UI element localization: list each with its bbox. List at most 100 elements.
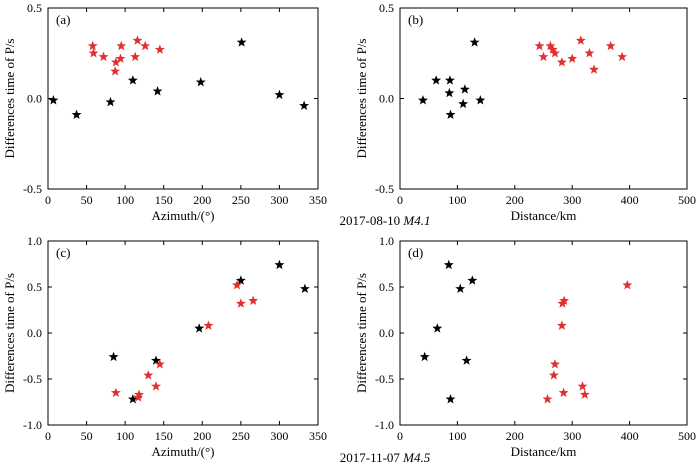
star-marker-red	[550, 359, 560, 369]
star-marker-red	[248, 295, 259, 306]
star-marker-red	[577, 381, 588, 391]
star-marker-black	[152, 86, 163, 96]
x-tick-label: 350	[309, 193, 327, 207]
panel-label: (c)	[56, 245, 70, 260]
x-axis-title: Distance/km	[511, 208, 577, 223]
star-marker-red	[151, 381, 161, 391]
x-tick-label: 50	[81, 429, 93, 443]
star-marker-red	[143, 370, 154, 380]
y-tick-label: 0.0	[27, 92, 42, 106]
y-tick-label: -1.0	[23, 418, 42, 432]
chart-panel-1: 0 50 100 150 200 250 300 350 -0.5 0.0 0.5 Azimuth/(…	[2, 1, 327, 223]
y-tick-label: 0.5	[27, 1, 42, 15]
star-marker-black	[458, 98, 469, 109]
x-tick-label: 100	[448, 429, 466, 443]
star-marker-black	[418, 95, 428, 105]
star-marker-black	[443, 259, 454, 270]
star-marker-black	[108, 351, 119, 362]
x-tick-label: 0	[397, 429, 403, 443]
star-marker-red	[556, 57, 567, 67]
star-marker-red	[134, 389, 144, 399]
x-axis-title: Azimuth/(°)	[152, 208, 215, 223]
x-tick-label: 300	[270, 429, 288, 443]
star-marker-red	[534, 40, 545, 51]
star-marker-red	[559, 295, 570, 306]
star-marker-black	[194, 323, 205, 333]
x-axis-title: Azimuth/(°)	[152, 444, 215, 459]
x-tick-label: 350	[309, 429, 327, 443]
star-marker-black	[236, 37, 247, 47]
star-marker-red	[558, 387, 569, 398]
y-axis-title: Differences time of P/s	[354, 273, 369, 393]
plot-frame	[399, 240, 688, 426]
y-tick-label: 0.5	[379, 1, 394, 15]
star-marker-black	[444, 87, 455, 98]
star-marker-red	[235, 298, 246, 308]
y-tick-label: 0.5	[27, 280, 42, 294]
star-marker-red	[538, 51, 549, 62]
star-marker-red	[584, 48, 595, 58]
y-axis-title: Differences time of P/s	[354, 39, 369, 159]
x-tick-label: 100	[116, 429, 134, 443]
star-marker-black	[195, 77, 206, 87]
star-marker-black	[445, 109, 456, 119]
star-marker-red	[116, 40, 127, 51]
star-marker-black	[71, 109, 82, 119]
x-tick-label: 300	[270, 193, 288, 207]
star-marker-red	[232, 279, 242, 290]
star-marker-black	[432, 323, 443, 333]
caption-1: 2017-08-10 M4.1	[339, 213, 430, 228]
y-tick-label: 0.0	[27, 326, 42, 340]
caption-1-date: 2017-08-10	[339, 213, 400, 228]
star-marker-red	[130, 51, 141, 62]
y-tick-label: 0.0	[379, 92, 394, 106]
star-marker-red	[154, 359, 165, 369]
star-marker-black	[444, 75, 455, 85]
star-marker-red	[87, 40, 98, 51]
star-marker-red	[589, 64, 599, 74]
x-axis-title: Distance/km	[511, 444, 577, 459]
star-marker-black	[127, 394, 138, 404]
x-tick-label: 500	[678, 193, 696, 207]
plot-frame	[47, 7, 319, 190]
x-tick-label: 300	[563, 193, 581, 207]
star-marker-black	[469, 37, 480, 47]
x-tick-label: 400	[621, 193, 639, 207]
star-marker-black	[151, 355, 161, 365]
plot-frame	[47, 240, 319, 426]
star-marker-red	[203, 320, 214, 330]
star-marker-red	[154, 44, 165, 54]
star-marker-red	[556, 320, 567, 330]
star-marker-black	[431, 75, 442, 85]
star-marker-red	[110, 66, 121, 76]
y-tick-label: -1.0	[375, 418, 394, 432]
y-tick-label: -0.5	[375, 182, 394, 196]
star-marker-red	[115, 53, 126, 63]
star-marker-red	[140, 40, 151, 51]
x-tick-label: 300	[563, 429, 581, 443]
plot-frame	[399, 7, 688, 190]
star-marker-red	[110, 57, 121, 67]
star-marker-red	[548, 370, 559, 380]
y-tick-label: -0.5	[23, 182, 42, 196]
star-marker-black	[475, 95, 486, 105]
star-marker-red	[110, 387, 121, 398]
star-marker-red	[605, 40, 616, 51]
x-tick-label: 100	[448, 193, 466, 207]
caption-1-mag: M4.1	[402, 213, 430, 228]
x-tick-label: 100	[116, 193, 134, 207]
caption-2-date: 2017-11-07	[340, 450, 401, 465]
x-tick-label: 200	[506, 429, 524, 443]
x-tick-label: 0	[45, 193, 51, 207]
star-marker-black	[419, 351, 430, 362]
star-marker-red	[550, 48, 560, 58]
y-tick-label: 0.0	[379, 326, 394, 340]
star-marker-red	[617, 51, 628, 62]
star-marker-black	[48, 95, 59, 105]
x-tick-label: 50	[81, 193, 93, 207]
caption-2-mag: M4.5	[402, 450, 431, 465]
star-marker-black	[274, 89, 285, 100]
y-tick-label: 1.0	[27, 234, 42, 248]
star-marker-black	[467, 275, 478, 285]
